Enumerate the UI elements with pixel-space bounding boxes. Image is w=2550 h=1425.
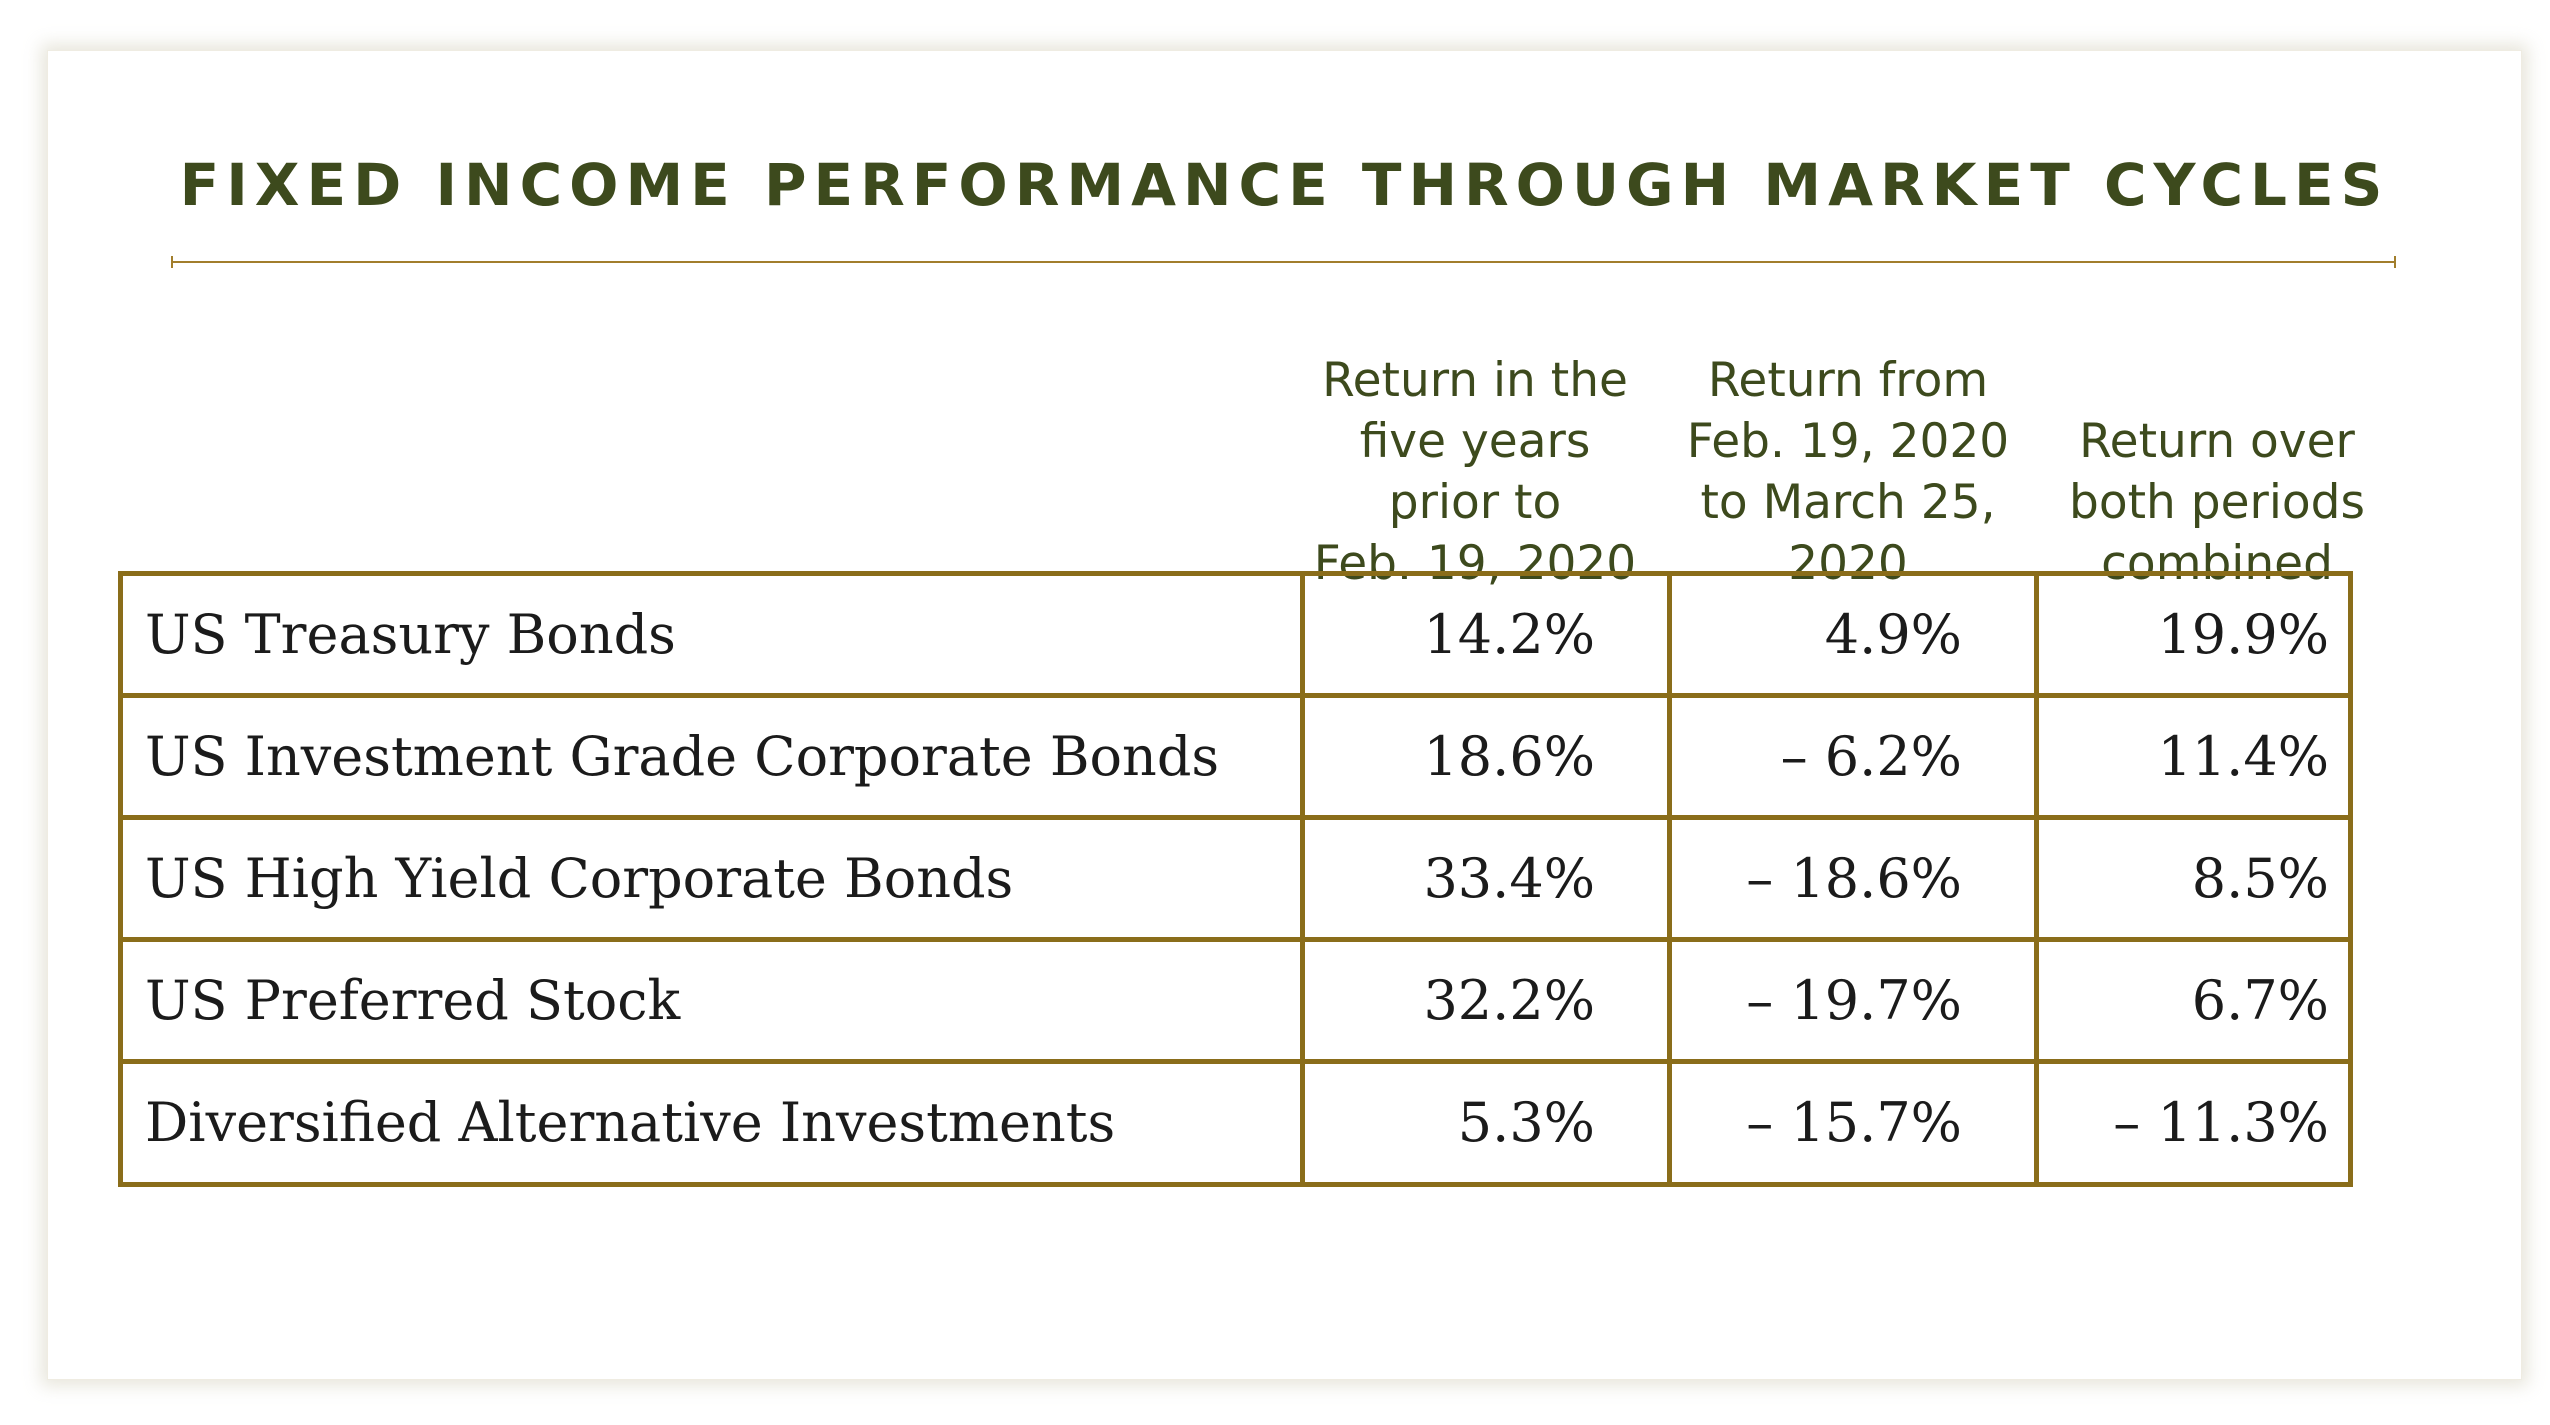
chart-card: FIXED INCOME PERFORMANCE THROUGH MARKET … <box>47 50 2522 1380</box>
column-header-line: both periods <box>2069 475 2365 530</box>
column-header-line: Return over <box>2079 414 2355 469</box>
table-cell: 33.4% <box>1423 847 1595 910</box>
column-divider <box>2034 576 2039 1182</box>
row-label-preferred-stock: US Preferred Stock <box>145 969 681 1032</box>
table-cell: – 11.3% <box>2113 1091 2329 1154</box>
column-header-line: five years <box>1359 414 1591 469</box>
column-divider <box>1667 576 1672 1182</box>
table-cell: 32.2% <box>1423 969 1595 1032</box>
title-divider <box>171 256 2396 268</box>
table-cell: – 6.2% <box>1780 725 1962 788</box>
chart-title: FIXED INCOME PERFORMANCE THROUGH MARKET … <box>179 151 2390 219</box>
row-divider <box>123 937 2348 942</box>
column-header-line: Return in the <box>1322 353 1628 408</box>
row-label-alternatives: Diversified Alternative Investments <box>145 1091 1116 1154</box>
column-header-line: Feb. 19, 2020 <box>1313 536 1637 591</box>
table-cell: 14.2% <box>1423 603 1595 666</box>
column-header-line: 2020 <box>1788 536 1908 591</box>
row-divider <box>123 693 2348 698</box>
column-header-line: to March 25, <box>1700 475 1996 530</box>
column-header-line: combined <box>2101 536 2333 591</box>
column-header-five-years: Return in the five years prior to Feb. 1… <box>1300 350 1650 594</box>
column-header-crash-period: Return from Feb. 19, 2020 to March 25, 2… <box>1668 350 2028 594</box>
column-header-line: Return from <box>1707 353 1989 408</box>
column-header-line: prior to <box>1388 475 1562 530</box>
row-label-investment-grade: US Investment Grade Corporate Bonds <box>145 725 1220 788</box>
data-table: US Treasury Bonds 14.2% 4.9% 19.9% US In… <box>118 571 2353 1187</box>
row-divider <box>123 1059 2348 1064</box>
table-cell: 11.4% <box>2157 725 2329 788</box>
table-cell: – 15.7% <box>1746 1091 1962 1154</box>
row-divider <box>123 815 2348 820</box>
table-cell: 18.6% <box>1423 725 1595 788</box>
table-cell: 4.9% <box>1824 603 1962 666</box>
column-header-combined: Return over both periods combined <box>2042 411 2392 594</box>
table-cell: – 19.7% <box>1746 969 1962 1032</box>
column-header-line: Feb. 19, 2020 <box>1686 414 2010 469</box>
row-label-treasury: US Treasury Bonds <box>145 603 676 666</box>
table-cell: 8.5% <box>2191 847 2329 910</box>
row-label-high-yield: US High Yield Corporate Bonds <box>145 847 1014 910</box>
table-cell: 5.3% <box>1457 1091 1595 1154</box>
table-cell: 19.9% <box>2157 603 2329 666</box>
table-cell: – 18.6% <box>1746 847 1962 910</box>
column-divider <box>1300 576 1305 1182</box>
table-cell: 6.7% <box>2191 969 2329 1032</box>
